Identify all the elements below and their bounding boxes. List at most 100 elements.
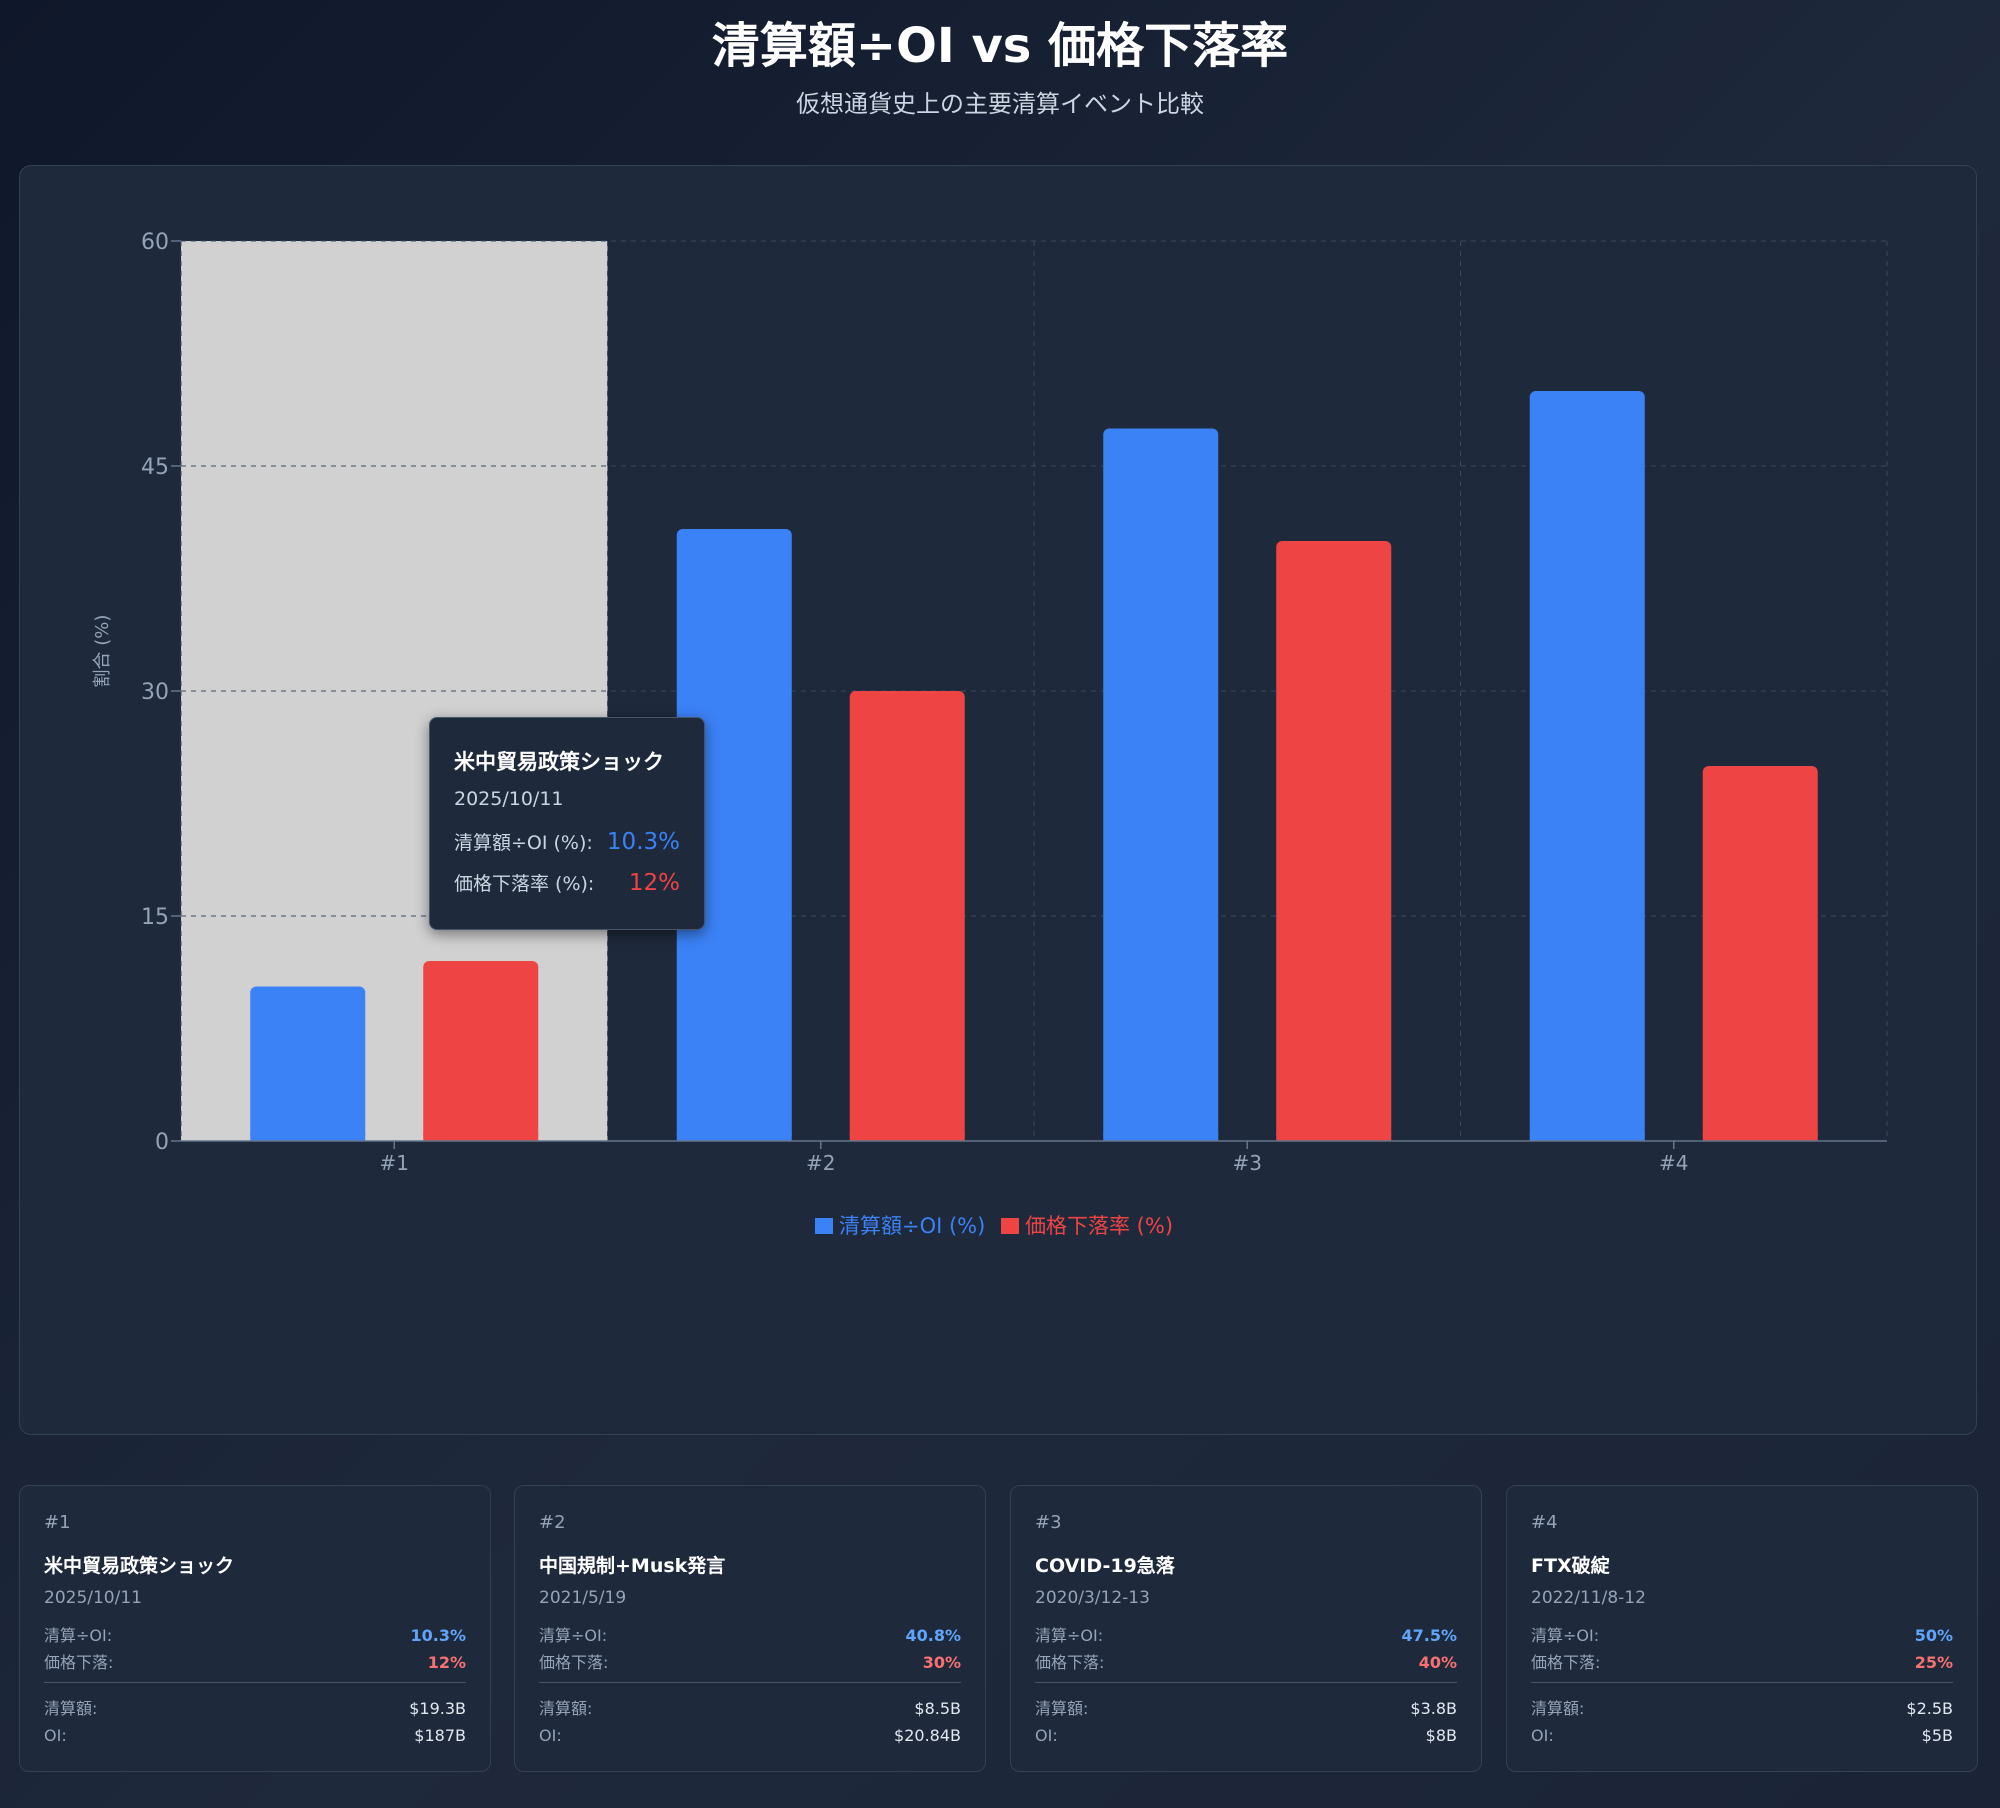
- oi-label: OI:: [1035, 1726, 1058, 1745]
- y-axis-label: 割合 (%): [92, 615, 113, 688]
- ratio-value: 40.8%: [905, 1626, 961, 1645]
- ratio-label: 清算÷OI:: [1531, 1626, 1600, 1645]
- bar: [250, 986, 366, 1141]
- card-divider: [1531, 1682, 1953, 1683]
- drop-label: 価格下落:: [1531, 1653, 1601, 1672]
- bar: [1103, 428, 1219, 1141]
- page-subtitle: 仮想通貨史上の主要清算イベント比較: [796, 90, 1204, 118]
- card-divider: [539, 1682, 961, 1683]
- tooltip-ratio-row: 清算額÷OI (%): 10.3%: [454, 828, 680, 855]
- event-card: #2 中国規制+Musk発言 2021/5/19 清算÷OI: 40.8% 価格下…: [514, 1485, 986, 1772]
- bar-base: [250, 1133, 366, 1141]
- amount-value: $3.8B: [1410, 1699, 1457, 1718]
- oi-label: OI:: [1531, 1726, 1554, 1745]
- bar-base: [676, 1133, 792, 1141]
- ratio-row: 清算÷OI: 47.5%: [1035, 1622, 1457, 1649]
- event-card: #3 COVID-19急落 2020/3/12-13 清算÷OI: 47.5% 価…: [1010, 1485, 1482, 1772]
- oi-row: OI: $20.84B: [539, 1722, 961, 1749]
- oi-row: OI: $187B: [44, 1722, 466, 1749]
- amount-label: 清算額:: [1035, 1699, 1089, 1718]
- legend-label: 清算額÷OI (%): [839, 1214, 985, 1238]
- event-rank: #1: [44, 1512, 71, 1533]
- event-name: 米中貿易政策ショック: [44, 1555, 235, 1577]
- event-rank: #4: [1531, 1512, 1558, 1533]
- amount-row: 清算額: $2.5B: [1531, 1695, 1953, 1722]
- y-tick-label: 60: [141, 230, 169, 255]
- amount-value: $8.5B: [914, 1699, 961, 1718]
- page-title: 清算額÷OI vs 価格下落率: [711, 18, 1289, 74]
- tooltip-date: 2025/10/11: [454, 788, 564, 810]
- bar-base: [1276, 1133, 1392, 1141]
- ratio-value: 47.5%: [1401, 1626, 1457, 1645]
- event-date: 2021/5/19: [539, 1588, 627, 1608]
- drop-label: 価格下落:: [1035, 1653, 1105, 1672]
- legend-swatch: [1001, 1218, 1019, 1234]
- tooltip-ratio-value: 10.3%: [606, 828, 680, 855]
- ratio-value: 10.3%: [410, 1626, 466, 1645]
- chart-panel: 0 15 30 45 60 #1 #2 #3 #4 割合 (%) 清算額÷OI (%) 価格下落率 (…: [19, 165, 1977, 1435]
- event-name: COVID-19急落: [1035, 1555, 1175, 1577]
- ratio-label: 清算÷OI:: [1035, 1626, 1104, 1645]
- ratio-row: 清算÷OI: 10.3%: [44, 1622, 466, 1649]
- event-name: 中国規制+Musk発言: [539, 1555, 726, 1577]
- drop-value: 25%: [1914, 1653, 1953, 1672]
- drop-row: 価格下落: 25%: [1531, 1649, 1953, 1676]
- oi-value: $5B: [1921, 1726, 1953, 1745]
- amount-label: 清算額:: [1531, 1699, 1585, 1718]
- bar-chart: 0 15 30 45 60 #1 #2 #3 #4 割合 (%) 清算額÷OI (%) 価格下落率 (…: [92, 230, 1888, 1238]
- event-card: #1 米中貿易政策ショック 2025/10/11 清算÷OI: 10.3% 価格下…: [19, 1485, 491, 1772]
- tooltip-drop-row: 価格下落率 (%): 12%: [454, 869, 680, 896]
- amount-row: 清算額: $3.8B: [1035, 1695, 1457, 1722]
- bar: [423, 961, 539, 1141]
- drop-row: 価格下落: 30%: [539, 1649, 961, 1676]
- bar: [676, 529, 792, 1141]
- amount-label: 清算額:: [44, 1699, 98, 1718]
- x-tick-label: #1: [380, 1151, 409, 1175]
- y-tick-label: 0: [155, 1130, 169, 1155]
- event-name: FTX破綻: [1531, 1555, 1610, 1577]
- event-rank: #3: [1035, 1512, 1062, 1533]
- ratio-label: 清算÷OI:: [44, 1626, 113, 1645]
- ratio-row: 清算÷OI: 50%: [1531, 1622, 1953, 1649]
- chart-tooltip: 米中貿易政策ショック 2025/10/11 清算額÷OI (%): 10.3% …: [429, 717, 705, 930]
- event-rank: #2: [539, 1512, 566, 1533]
- oi-value: $187B: [414, 1726, 466, 1745]
- drop-label: 価格下落:: [44, 1653, 114, 1672]
- oi-label: OI:: [44, 1726, 67, 1745]
- bar: [1276, 541, 1392, 1141]
- tooltip-drop-value: 12%: [628, 869, 680, 896]
- x-tick-label: #2: [806, 1151, 835, 1175]
- bar: [849, 691, 965, 1141]
- x-tick-label: #4: [1659, 1151, 1688, 1175]
- legend-swatch: [815, 1218, 833, 1234]
- ratio-label: 清算÷OI:: [539, 1626, 608, 1645]
- ratio-row: 清算÷OI: 40.8%: [539, 1622, 961, 1649]
- ratio-value: 50%: [1914, 1626, 1953, 1645]
- y-tick-label: 30: [141, 680, 169, 705]
- drop-label: 価格下落:: [539, 1653, 609, 1672]
- tooltip-drop-label: 価格下落率 (%):: [454, 873, 595, 895]
- card-divider: [1035, 1682, 1457, 1683]
- oi-value: $8B: [1425, 1726, 1457, 1745]
- event-date: 2025/10/11: [44, 1588, 142, 1608]
- amount-row: 清算額: $19.3B: [44, 1695, 466, 1722]
- tooltip-ratio-label: 清算額÷OI (%):: [454, 832, 593, 854]
- drop-row: 価格下落: 40%: [1035, 1649, 1457, 1676]
- y-tick-label: 45: [141, 455, 169, 480]
- event-card: #4 FTX破綻 2022/11/8-12 清算÷OI: 50% 価格下落: 25%…: [1506, 1485, 1978, 1772]
- oi-row: OI: $8B: [1035, 1722, 1457, 1749]
- amount-value: $2.5B: [1906, 1699, 1953, 1718]
- oi-label: OI:: [539, 1726, 562, 1745]
- oi-value: $20.84B: [894, 1726, 961, 1745]
- bar-base: [1103, 1133, 1219, 1141]
- drop-value: 30%: [922, 1653, 961, 1672]
- drop-value: 40%: [1418, 1653, 1457, 1672]
- y-tick-label: 15: [141, 905, 169, 930]
- bar: [1702, 766, 1818, 1141]
- legend-label: 価格下落率 (%): [1025, 1214, 1173, 1238]
- event-date: 2020/3/12-13: [1035, 1588, 1150, 1608]
- event-date: 2022/11/8-12: [1531, 1588, 1646, 1608]
- drop-row: 価格下落: 12%: [44, 1649, 466, 1676]
- x-tick-label: #3: [1233, 1151, 1262, 1175]
- oi-row: OI: $5B: [1531, 1722, 1953, 1749]
